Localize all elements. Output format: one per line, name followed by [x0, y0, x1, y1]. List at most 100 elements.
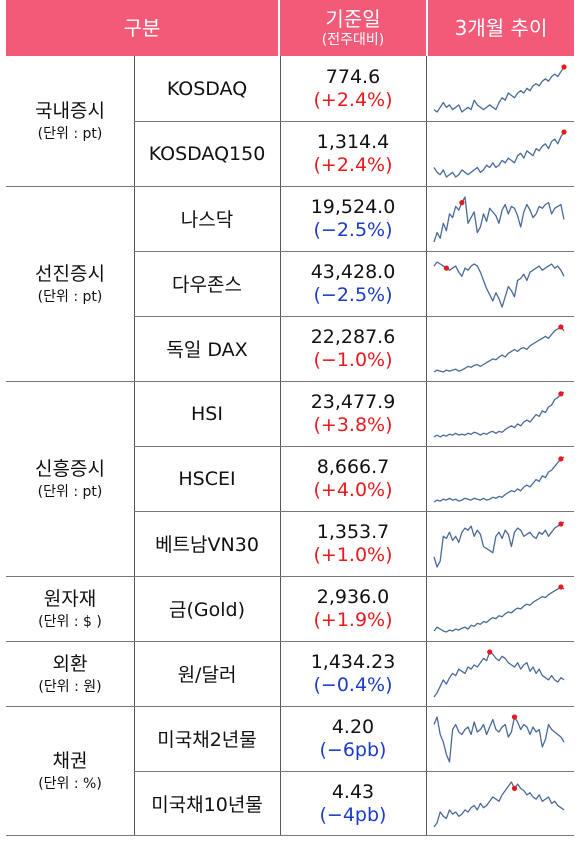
trend-peak-marker: [558, 324, 564, 330]
trend-sparkline: [433, 261, 565, 308]
weekly-change: (+1.0%): [313, 543, 393, 566]
value-cell: 23,477.9 (+3.8%): [280, 381, 426, 446]
group-divider: [6, 381, 574, 382]
trend-line: [433, 131, 565, 178]
weekly-change: (−6pb): [319, 738, 387, 761]
group-divider: [6, 641, 574, 642]
trend-line: [433, 521, 565, 568]
trend-peak-marker: [558, 521, 564, 527]
header-trend: 3개월 추이: [428, 0, 574, 56]
trend-sparkline: [433, 521, 565, 568]
value-cell: 2,936.0 (+1.9%): [280, 576, 426, 641]
trend-sparkline: [433, 456, 565, 503]
item-name: 다우존스: [172, 274, 242, 296]
trend-peak-marker: [558, 584, 564, 590]
trend-sparkline: [433, 196, 565, 243]
base-value: 774.6: [325, 65, 381, 88]
base-value: 1,353.7: [316, 520, 390, 543]
category-name: 채권: [52, 750, 88, 772]
value-cell: 774.6 (+2.4%): [280, 56, 426, 121]
category-name: 국내증시: [35, 100, 105, 122]
item-name: 독일 DAX: [166, 339, 248, 361]
group-divider: [6, 706, 574, 707]
trend-peak-marker: [511, 785, 518, 791]
group-divider: [6, 186, 574, 187]
item-name: HSI: [191, 402, 223, 425]
category-cell: 원자재 (단위 : $ ): [6, 576, 134, 641]
header-category-label: 구분: [123, 16, 161, 40]
category-name: 외환: [52, 652, 88, 675]
value-cell: 19,524.0 (−2.5%): [280, 186, 426, 251]
value-cell: 8,666.7 (+4.0%): [280, 446, 426, 511]
item-name: 미국채2년물: [157, 729, 257, 751]
base-value: 23,477.9: [310, 390, 396, 413]
item-name: KOSDAQ: [166, 77, 248, 100]
trend-line: [433, 456, 565, 503]
base-value: 43,428.0: [310, 260, 396, 283]
header-base-date-label: 기준일: [325, 7, 381, 31]
row-divider: [134, 511, 574, 512]
trend-sparkline: [433, 649, 565, 698]
trend-peak-marker: [561, 64, 567, 70]
header-base-date: 기준일 (전주대비): [280, 0, 426, 56]
trend-sparkline: [433, 129, 567, 178]
category-name: 선진증시: [35, 262, 105, 285]
header-base-date-sub: (전주대비): [321, 32, 385, 48]
trend-sparkline: [433, 714, 565, 763]
base-value: 22,287.6: [310, 325, 396, 348]
base-value: 2,936.0: [316, 585, 390, 608]
trend-line: [433, 586, 565, 633]
category-unit: (단위 : $ ): [38, 613, 102, 630]
trend-line: [433, 651, 565, 698]
value-cell: 4.20 (−6pb): [280, 706, 426, 771]
trend-line: [433, 66, 565, 113]
trend-line: [433, 326, 565, 373]
trend-peak-marker: [459, 200, 465, 206]
weekly-change: (−4pb): [319, 803, 387, 826]
category-unit: (단위 : %): [38, 776, 102, 792]
item-name: KOSDAQ150: [148, 142, 266, 165]
weekly-change: (+2.4%): [313, 88, 393, 111]
trend-peak-marker: [443, 265, 449, 271]
trend-sparkline: [433, 64, 567, 113]
item-name: 베트남VN30: [155, 534, 259, 556]
row-divider: [134, 121, 574, 122]
base-value: 4.43: [331, 780, 375, 803]
trend-sparkline: [433, 391, 565, 438]
base-value: 19,524.0: [310, 195, 396, 218]
category-unit: (단위 : pt): [37, 288, 103, 305]
trend-peak-marker: [558, 391, 564, 397]
header-category: 구분: [6, 0, 278, 56]
weekly-change: (+1.9%): [313, 608, 393, 631]
weekly-change: (−2.5%): [313, 283, 393, 306]
row-divider: [134, 251, 574, 252]
category-unit: (단위 : pt): [37, 483, 103, 500]
category-name: 원자재: [43, 587, 97, 610]
header-trend-label: 3개월 추이: [454, 16, 548, 40]
trend-peak-marker: [561, 129, 567, 135]
row-divider: [134, 316, 574, 317]
row-divider: [134, 771, 574, 772]
item-name: 미국채10년물: [151, 794, 263, 816]
trend-line: [433, 261, 565, 308]
trend-line: [433, 781, 565, 828]
item-name: 금(Gold): [169, 599, 245, 621]
category-name: 신흥증시: [35, 457, 105, 480]
weekly-change: (+2.4%): [313, 153, 393, 176]
category-cell: 선진증시 (단위 : pt): [6, 186, 134, 381]
item-name: 나스닥: [180, 209, 234, 231]
category-unit: (단위 : pt): [37, 126, 103, 142]
trend-sparkline: [433, 781, 565, 828]
value-cell: 43,428.0 (−2.5%): [280, 251, 426, 316]
value-cell: 22,287.6 (−1.0%): [280, 316, 426, 381]
table-bottom-border: [6, 835, 574, 836]
base-value: 1,434.23: [310, 650, 396, 673]
item-name: HSCEI: [178, 467, 236, 490]
trend-peak-marker: [511, 714, 518, 720]
weekly-change: (+4.0%): [313, 478, 393, 501]
category-cell: 신흥증시 (단위 : pt): [6, 381, 134, 576]
trend-line: [433, 196, 565, 243]
trend-line: [433, 716, 565, 763]
value-cell: 1,314.4 (+2.4%): [280, 121, 426, 186]
